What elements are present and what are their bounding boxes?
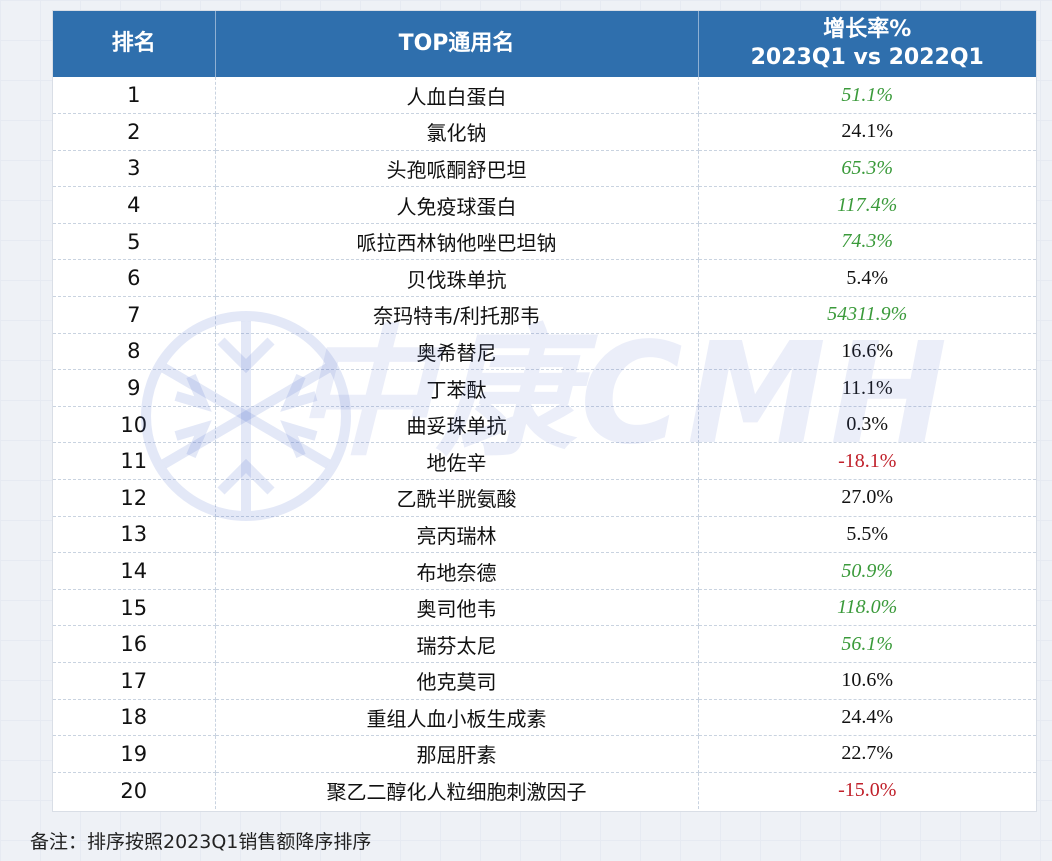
drug-name-cell: 曲妥珠单抗 [215,406,699,444]
drug-name-cell: 贝伐珠单抗 [215,259,699,298]
drug-name-cell: 瑞芬太尼 [215,625,699,663]
growth-rate-cell: 0.3% [698,406,1036,444]
rank-cell: 19 [53,735,216,773]
table-row: 13 亮丙瑞林 5.5% [53,516,1036,554]
drug-name-cell: 那屈肝素 [215,735,699,773]
table-row: 6 贝伐珠单抗 5.4% [53,259,1036,298]
rank-cell: 9 [53,369,216,407]
table-row: 16 瑞芬太尼 56.1% [53,625,1036,663]
growth-rate-cell: 24.4% [698,699,1036,737]
rank-cell: 13 [53,516,216,554]
header-growth-line1: 增长率% [823,17,912,42]
rank-cell: 16 [53,625,216,663]
rank-cell: 10 [53,406,216,444]
table-row: 3 头孢哌酮舒巴坦 65.3% [53,150,1036,188]
growth-rate-cell: 16.6% [698,333,1036,371]
rank-cell: 14 [53,552,216,590]
drug-name-cell: 头孢哌酮舒巴坦 [215,150,699,188]
drug-name-cell: 亮丙瑞林 [215,516,699,554]
header-growth: 增长率% 2023Q1 vs 2022Q1 [698,11,1036,77]
drug-name-cell: 乙酰半胱氨酸 [215,479,699,517]
growth-rate-cell: -18.1% [698,442,1036,481]
table-row: 17 他克莫司 10.6% [53,662,1036,700]
growth-rate-cell: 50.9% [698,552,1036,590]
table-header-row: 排名 TOP通用名 增长率% 2023Q1 vs 2022Q1 [53,11,1036,77]
table-row: 8 奥希替尼 16.6% [53,333,1036,371]
growth-rate-cell: 10.6% [698,662,1036,700]
drug-name-cell: 人血白蛋白 [215,77,699,115]
ranking-table: 排名 TOP通用名 增长率% 2023Q1 vs 2022Q1 1 人血白蛋白 51… [53,11,1036,809]
rank-cell: 4 [53,186,216,224]
growth-rate-cell: 22.7% [698,735,1036,773]
growth-rate-cell: 24.1% [698,113,1036,151]
drug-name-cell: 奥希替尼 [215,333,699,371]
drug-name-cell: 地佐辛 [215,442,699,481]
rank-cell: 18 [53,699,216,737]
growth-rate-cell: 74.3% [698,223,1036,261]
rank-cell: 6 [53,259,216,298]
growth-rate-cell: 11.1% [698,369,1036,407]
table-row: 19 那屈肝素 22.7% [53,735,1036,773]
rank-cell: 8 [53,333,216,371]
rank-cell: 1 [53,77,216,115]
rank-cell: 15 [53,589,216,627]
rank-cell: 20 [53,772,216,809]
drug-name-cell: 奥司他韦 [215,589,699,627]
table-row: 4 人免疫球蛋白 117.4% [53,186,1036,224]
table-row: 20 聚乙二醇化人粒细胞刺激因子 -15.0% [53,772,1036,809]
growth-rate-cell: 56.1% [698,625,1036,663]
drug-name-cell: 哌拉西林钠他唑巴坦钠 [215,223,699,261]
table-body: 1 人血白蛋白 51.1% 2 氯化钠 24.1% 3 头孢哌酮舒巴坦 65.3% 4 人免疫球蛋白… [53,77,1036,809]
rank-cell: 12 [53,479,216,517]
header-growth-line2: 2023Q1 vs 2022Q1 [750,45,984,70]
table-row: 12 乙酰半胱氨酸 27.0% [53,479,1036,517]
table-row: 1 人血白蛋白 51.1% [53,77,1036,115]
growth-rate-cell: 54311.9% [698,296,1036,334]
ranking-table-container: 排名 TOP通用名 增长率% 2023Q1 vs 2022Q1 1 人血白蛋白 51… [52,10,1037,812]
drug-name-cell: 人免疫球蛋白 [215,186,699,224]
growth-rate-cell: 65.3% [698,150,1036,188]
growth-rate-cell: 27.0% [698,479,1036,517]
rank-cell: 5 [53,223,216,261]
header-rank: 排名 [53,11,216,77]
table-row: 7 奈玛特韦/利托那韦 54311.9% [53,296,1036,334]
drug-name-cell: 布地奈德 [215,552,699,590]
table-row: 14 布地奈德 50.9% [53,552,1036,590]
drug-name-cell: 聚乙二醇化人粒细胞刺激因子 [215,772,699,809]
table-row: 15 奥司他韦 118.0% [53,589,1036,627]
table-row: 5 哌拉西林钠他唑巴坦钠 74.3% [53,223,1036,261]
table-row: 11 地佐辛 -18.1% [53,442,1036,481]
rank-cell: 2 [53,113,216,151]
drug-name-cell: 奈玛特韦/利托那韦 [215,296,699,334]
rank-cell: 11 [53,442,216,481]
footnote: 备注：排序按照2023Q1销售额降序排序 [30,831,372,853]
growth-rate-cell: 118.0% [698,589,1036,627]
drug-name-cell: 他克莫司 [215,662,699,700]
growth-rate-cell: -15.0% [838,779,897,802]
growth-rate-cell: 5.4% [698,259,1036,298]
drug-name-cell: 氯化钠 [215,113,699,151]
growth-rate-cell: 51.1% [698,77,1036,115]
drug-name-cell: 重组人血小板生成素 [215,699,699,737]
table-row: 10 曲妥珠单抗 0.3% [53,406,1036,444]
growth-rate-cell: 5.5% [698,516,1036,554]
header-name: TOP通用名 [215,11,699,77]
table-row: 2 氯化钠 24.1% [53,113,1036,151]
table-row: 9 丁苯酞 11.1% [53,369,1036,407]
drug-name-cell: 丁苯酞 [215,369,699,407]
rank-cell: 17 [53,662,216,700]
growth-rate-cell: 117.4% [698,186,1036,224]
table-row: 18 重组人血小板生成素 24.4% [53,699,1036,737]
rank-cell: 3 [53,150,216,188]
rank-cell: 7 [53,296,216,334]
